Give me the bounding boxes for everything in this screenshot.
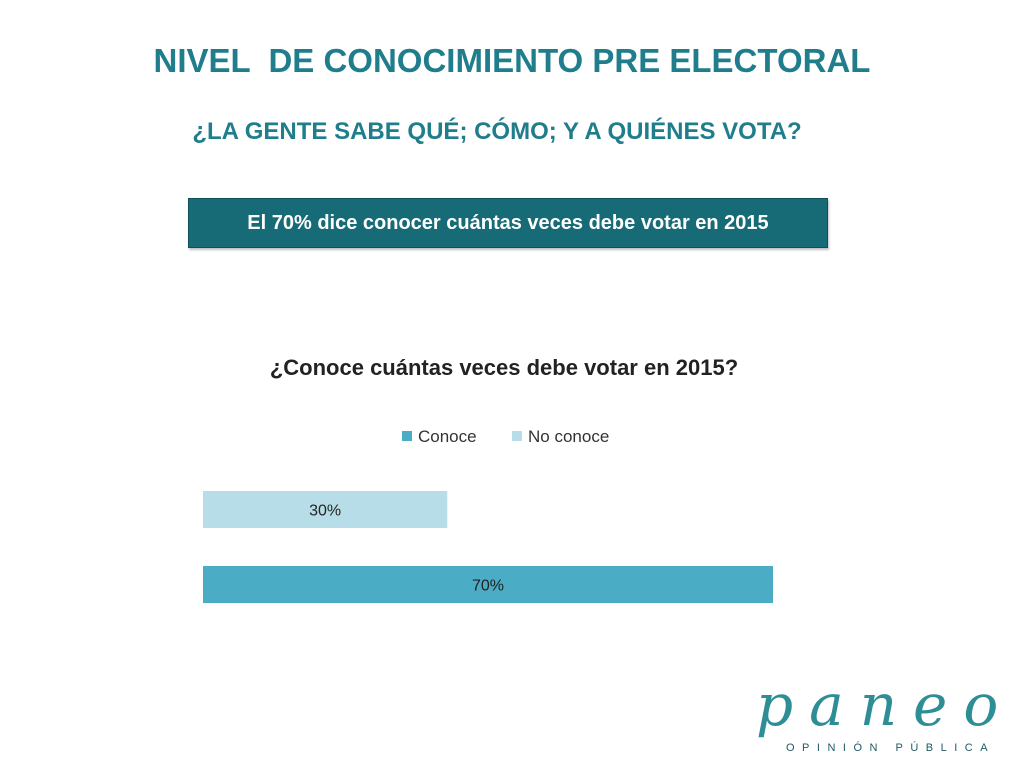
- highlight-box: El 70% dice conocer cuántas veces debe v…: [188, 198, 828, 248]
- paneo-logo: paneo: [756, 671, 1015, 739]
- legend-swatch-conoce: [402, 431, 412, 441]
- legend-label-conoce: Conoce: [418, 427, 477, 446]
- legend-swatch-no-conoce: [512, 431, 522, 441]
- page-title: NIVEL DE CONOCIMIENTO PRE ELECTORAL: [153, 42, 871, 79]
- legend-label-no-conoce: No conoce: [528, 427, 609, 446]
- chart-title: ¿Conoce cuántas veces debe votar en 2015…: [270, 355, 738, 380]
- logo-tagline: OPINIÓN PÚBLICA: [786, 742, 996, 754]
- bar-no-conoce: [203, 491, 448, 528]
- bar-conoce: [203, 566, 773, 603]
- data-label-no-conoce: 30%: [309, 503, 341, 520]
- data-label-conoce: 70%: [472, 578, 504, 595]
- page-subtitle: ¿LA GENTE SABE QUÉ; CÓMO; Y A QUIÉNES VO…: [192, 118, 802, 145]
- highlight-text: El 70% dice conocer cuántas veces debe v…: [247, 211, 769, 234]
